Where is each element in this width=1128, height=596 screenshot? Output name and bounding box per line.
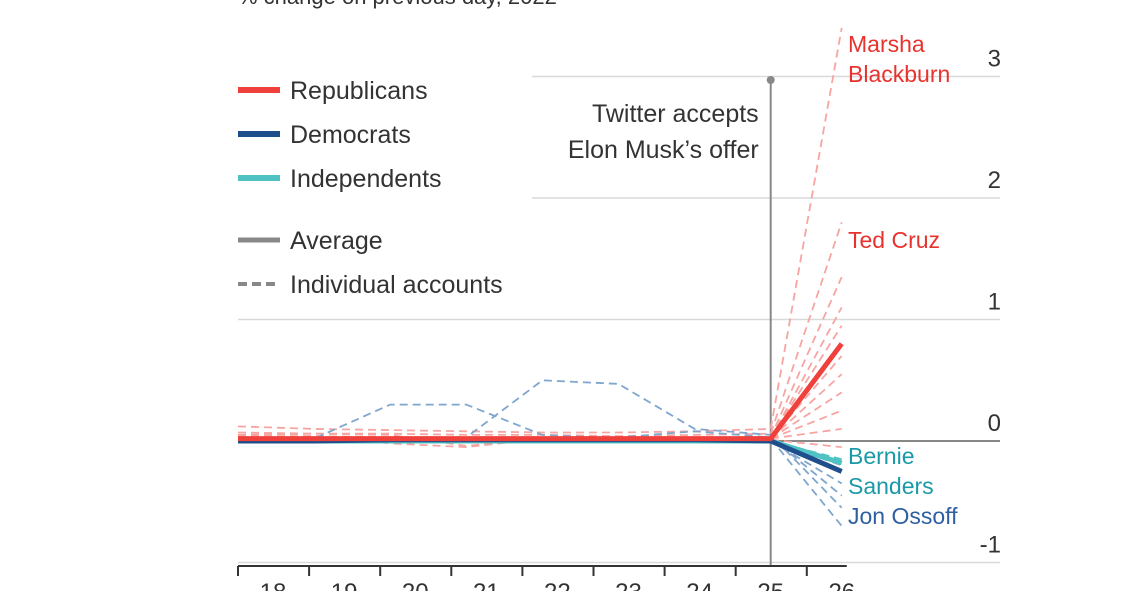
x-tick-label: 26 <box>828 579 855 591</box>
account-label: Ted Cruz <box>848 227 940 253</box>
republican-account-line <box>237 276 843 447</box>
x-tick-label: 19 <box>331 579 358 591</box>
annotation-layer: Twitter accepts Elon Musk’s offer <box>568 76 775 566</box>
legend: Republicans Democrats Independents Average I… <box>238 77 503 299</box>
independent-account-line <box>238 440 842 461</box>
account-label: Bernie <box>848 443 914 469</box>
axis-layer: 18 19 20 21 22 23 24 25 26 <box>237 565 855 596</box>
legend-label: Individual accounts <box>290 271 503 299</box>
annotation-text: Elon Musk’s offer <box>568 136 759 164</box>
legend-label: Independents <box>290 165 442 193</box>
republican-account-line <box>237 27 843 434</box>
democrats-average-line <box>238 437 843 474</box>
annotation-dot <box>766 76 775 84</box>
y-tick-label: 1 <box>988 289 1001 316</box>
label-layer: Marsha Blackburn Ted Cruz Bernie Sanders Jon … <box>848 31 958 529</box>
average-layer <box>238 342 844 474</box>
republicans-average-line <box>238 342 844 442</box>
account-label: Sanders <box>848 473 934 499</box>
democrat-account-line <box>238 440 842 467</box>
y-tick-label: 3 <box>988 46 1001 73</box>
democrat-account-line <box>238 438 843 485</box>
account-label: Marsha <box>848 31 925 57</box>
annotation-text: Twitter accepts <box>592 100 759 128</box>
x-tick-label: 22 <box>544 579 571 591</box>
democrat-account-line <box>238 379 843 509</box>
republican-account-line <box>238 306 843 440</box>
x-tick-label: 20 <box>402 579 429 591</box>
x-tick-label: 18 <box>260 579 287 591</box>
y-tick-label: 2 <box>988 167 1001 194</box>
independents-average-line <box>238 438 843 466</box>
x-tick-label: 24 <box>686 579 713 591</box>
y-tick-label: 0 <box>988 410 1001 437</box>
legend-label: Democrats <box>290 121 411 149</box>
legend-label: Average <box>290 227 383 255</box>
republican-account-line <box>237 355 843 442</box>
account-label: Jon Ossoff <box>848 503 958 529</box>
democrat-account-line <box>237 403 843 527</box>
x-tick-label: 21 <box>473 579 500 591</box>
account-label: Blackburn <box>848 61 950 87</box>
x-tick-label: 23 <box>615 579 642 591</box>
y-tick-label: -1 <box>980 532 1001 559</box>
x-tick-label: 25 <box>757 579 784 591</box>
chart-subtitle: % change on previous day, 2022 <box>238 0 557 9</box>
legend-label: Republicans <box>290 77 428 105</box>
